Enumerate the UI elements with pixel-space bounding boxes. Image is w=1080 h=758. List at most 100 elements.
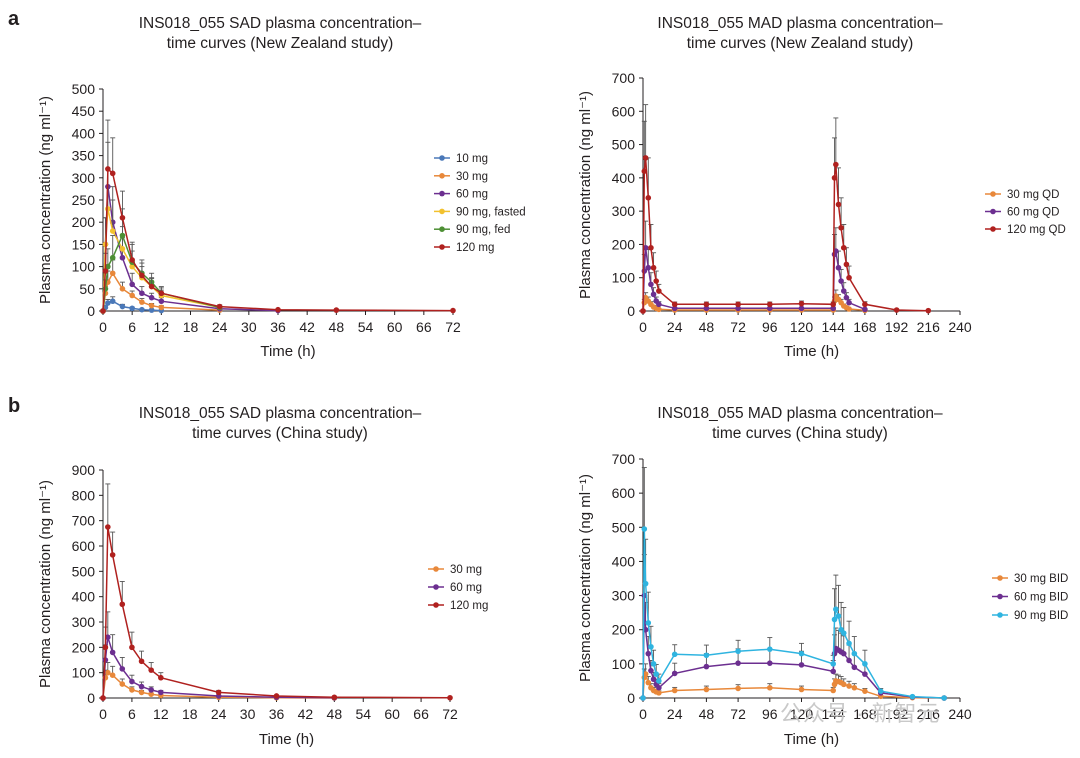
x-tick-label: 144 [822, 706, 846, 722]
legend-label: 60 mg [450, 582, 482, 594]
data-point [671, 301, 678, 308]
panel-label-a: a [8, 8, 20, 30]
data-point [653, 278, 660, 284]
y-tick-label: 100 [612, 270, 636, 286]
watermark: 公众号 · 新智元 [780, 701, 941, 726]
data-point [846, 657, 852, 664]
data-point [158, 689, 164, 696]
y-tick-label: 200 [612, 236, 636, 252]
data-point [109, 254, 116, 261]
x-axis-label: Time (h) [784, 343, 839, 360]
y-tick-label: 100 [612, 656, 636, 672]
legend-label: 30 mg QD [1007, 189, 1059, 201]
series-120-mg [100, 483, 453, 701]
data-point [129, 644, 135, 651]
data-point [830, 661, 836, 667]
y-tick-label: 50 [79, 281, 95, 297]
data-point [650, 676, 657, 683]
data-point [102, 644, 109, 651]
data-point [767, 646, 773, 652]
x-tick-label: 24 [212, 319, 228, 335]
data-point [656, 690, 662, 696]
data-point [862, 671, 868, 677]
data-point [846, 640, 852, 647]
x-tick-label: 54 [355, 706, 371, 722]
x-tick-label: 192 [885, 319, 909, 335]
y-tick-label: 700 [612, 70, 636, 86]
y-tick-label: 200 [72, 214, 96, 230]
data-point [648, 643, 654, 650]
data-point [645, 264, 652, 271]
series-line [102, 636, 335, 699]
x-tick-label: 48 [699, 706, 715, 722]
data-point [215, 689, 222, 696]
data-point [105, 524, 111, 530]
y-tick-label: 400 [72, 125, 96, 141]
data-point [109, 649, 116, 656]
x-tick-label: 24 [211, 706, 227, 722]
data-point [447, 694, 453, 701]
data-point [158, 290, 165, 297]
data-point [109, 298, 116, 305]
title-line: INS018_055 MAD plasma concentration– [657, 405, 943, 422]
data-point [105, 300, 111, 306]
data-point [119, 254, 126, 261]
legend-label: 60 mg BID [1014, 592, 1068, 604]
data-point [119, 303, 126, 310]
data-point [941, 695, 947, 701]
data-point [656, 288, 662, 294]
data-point [767, 305, 773, 312]
x-tick-label: 168 [853, 706, 877, 722]
data-point [645, 679, 652, 686]
data-point [851, 650, 858, 657]
x-tick-label: 12 [153, 706, 169, 722]
data-point [835, 613, 842, 619]
data-point [862, 661, 868, 667]
data-point [838, 224, 844, 231]
x-tick-label: 120 [790, 319, 814, 335]
legend-label: 60 mg QD [1007, 207, 1059, 219]
y-tick-label: 100 [72, 259, 96, 275]
data-point [653, 671, 660, 677]
y-tick-label: 900 [72, 462, 96, 478]
x-tick-label: 36 [269, 706, 285, 722]
data-point [129, 678, 135, 685]
data-point [109, 552, 116, 558]
data-point [798, 662, 805, 668]
x-tick-label: 120 [790, 706, 814, 722]
legend-swatch-marker [997, 593, 1003, 600]
legend-label: 30 mg [450, 564, 482, 576]
data-point [645, 620, 652, 626]
y-tick-label: 250 [72, 192, 96, 208]
x-axis-label: Time (h) [259, 731, 314, 748]
y-tick-label: 500 [72, 81, 96, 97]
legend-label: 60 mg [456, 189, 488, 201]
title-line: time curves (New Zealand study) [686, 35, 914, 52]
x-tick-label: 6 [128, 706, 136, 722]
series-line [642, 247, 866, 312]
x-tick-label: 48 [699, 319, 715, 335]
y-tick-label: 300 [612, 203, 636, 219]
data-point [645, 650, 652, 657]
legend-label: 10 mg [456, 153, 488, 165]
x-tick-label: 96 [762, 706, 778, 722]
legend-label: 120 mg [456, 242, 494, 254]
data-point [877, 688, 884, 694]
y-tick-label: 200 [612, 622, 636, 638]
x-tick-label: 6 [128, 319, 136, 335]
x-tick-label: 42 [298, 706, 314, 722]
data-point [119, 601, 126, 608]
data-point [129, 687, 135, 693]
data-point [862, 306, 868, 313]
data-point [450, 307, 456, 314]
data-point [640, 695, 646, 701]
data-point [851, 684, 858, 691]
data-point [102, 268, 109, 274]
data-point [119, 214, 126, 221]
legend-swatch-marker [990, 191, 996, 197]
data-point [148, 691, 154, 697]
data-point [840, 681, 847, 688]
chart-1: 0 50 100 150 200 250 300 350 400 450 500 0 6 12 18 24 30… [37, 81, 526, 360]
data-point [650, 661, 657, 667]
data-point [273, 693, 280, 699]
